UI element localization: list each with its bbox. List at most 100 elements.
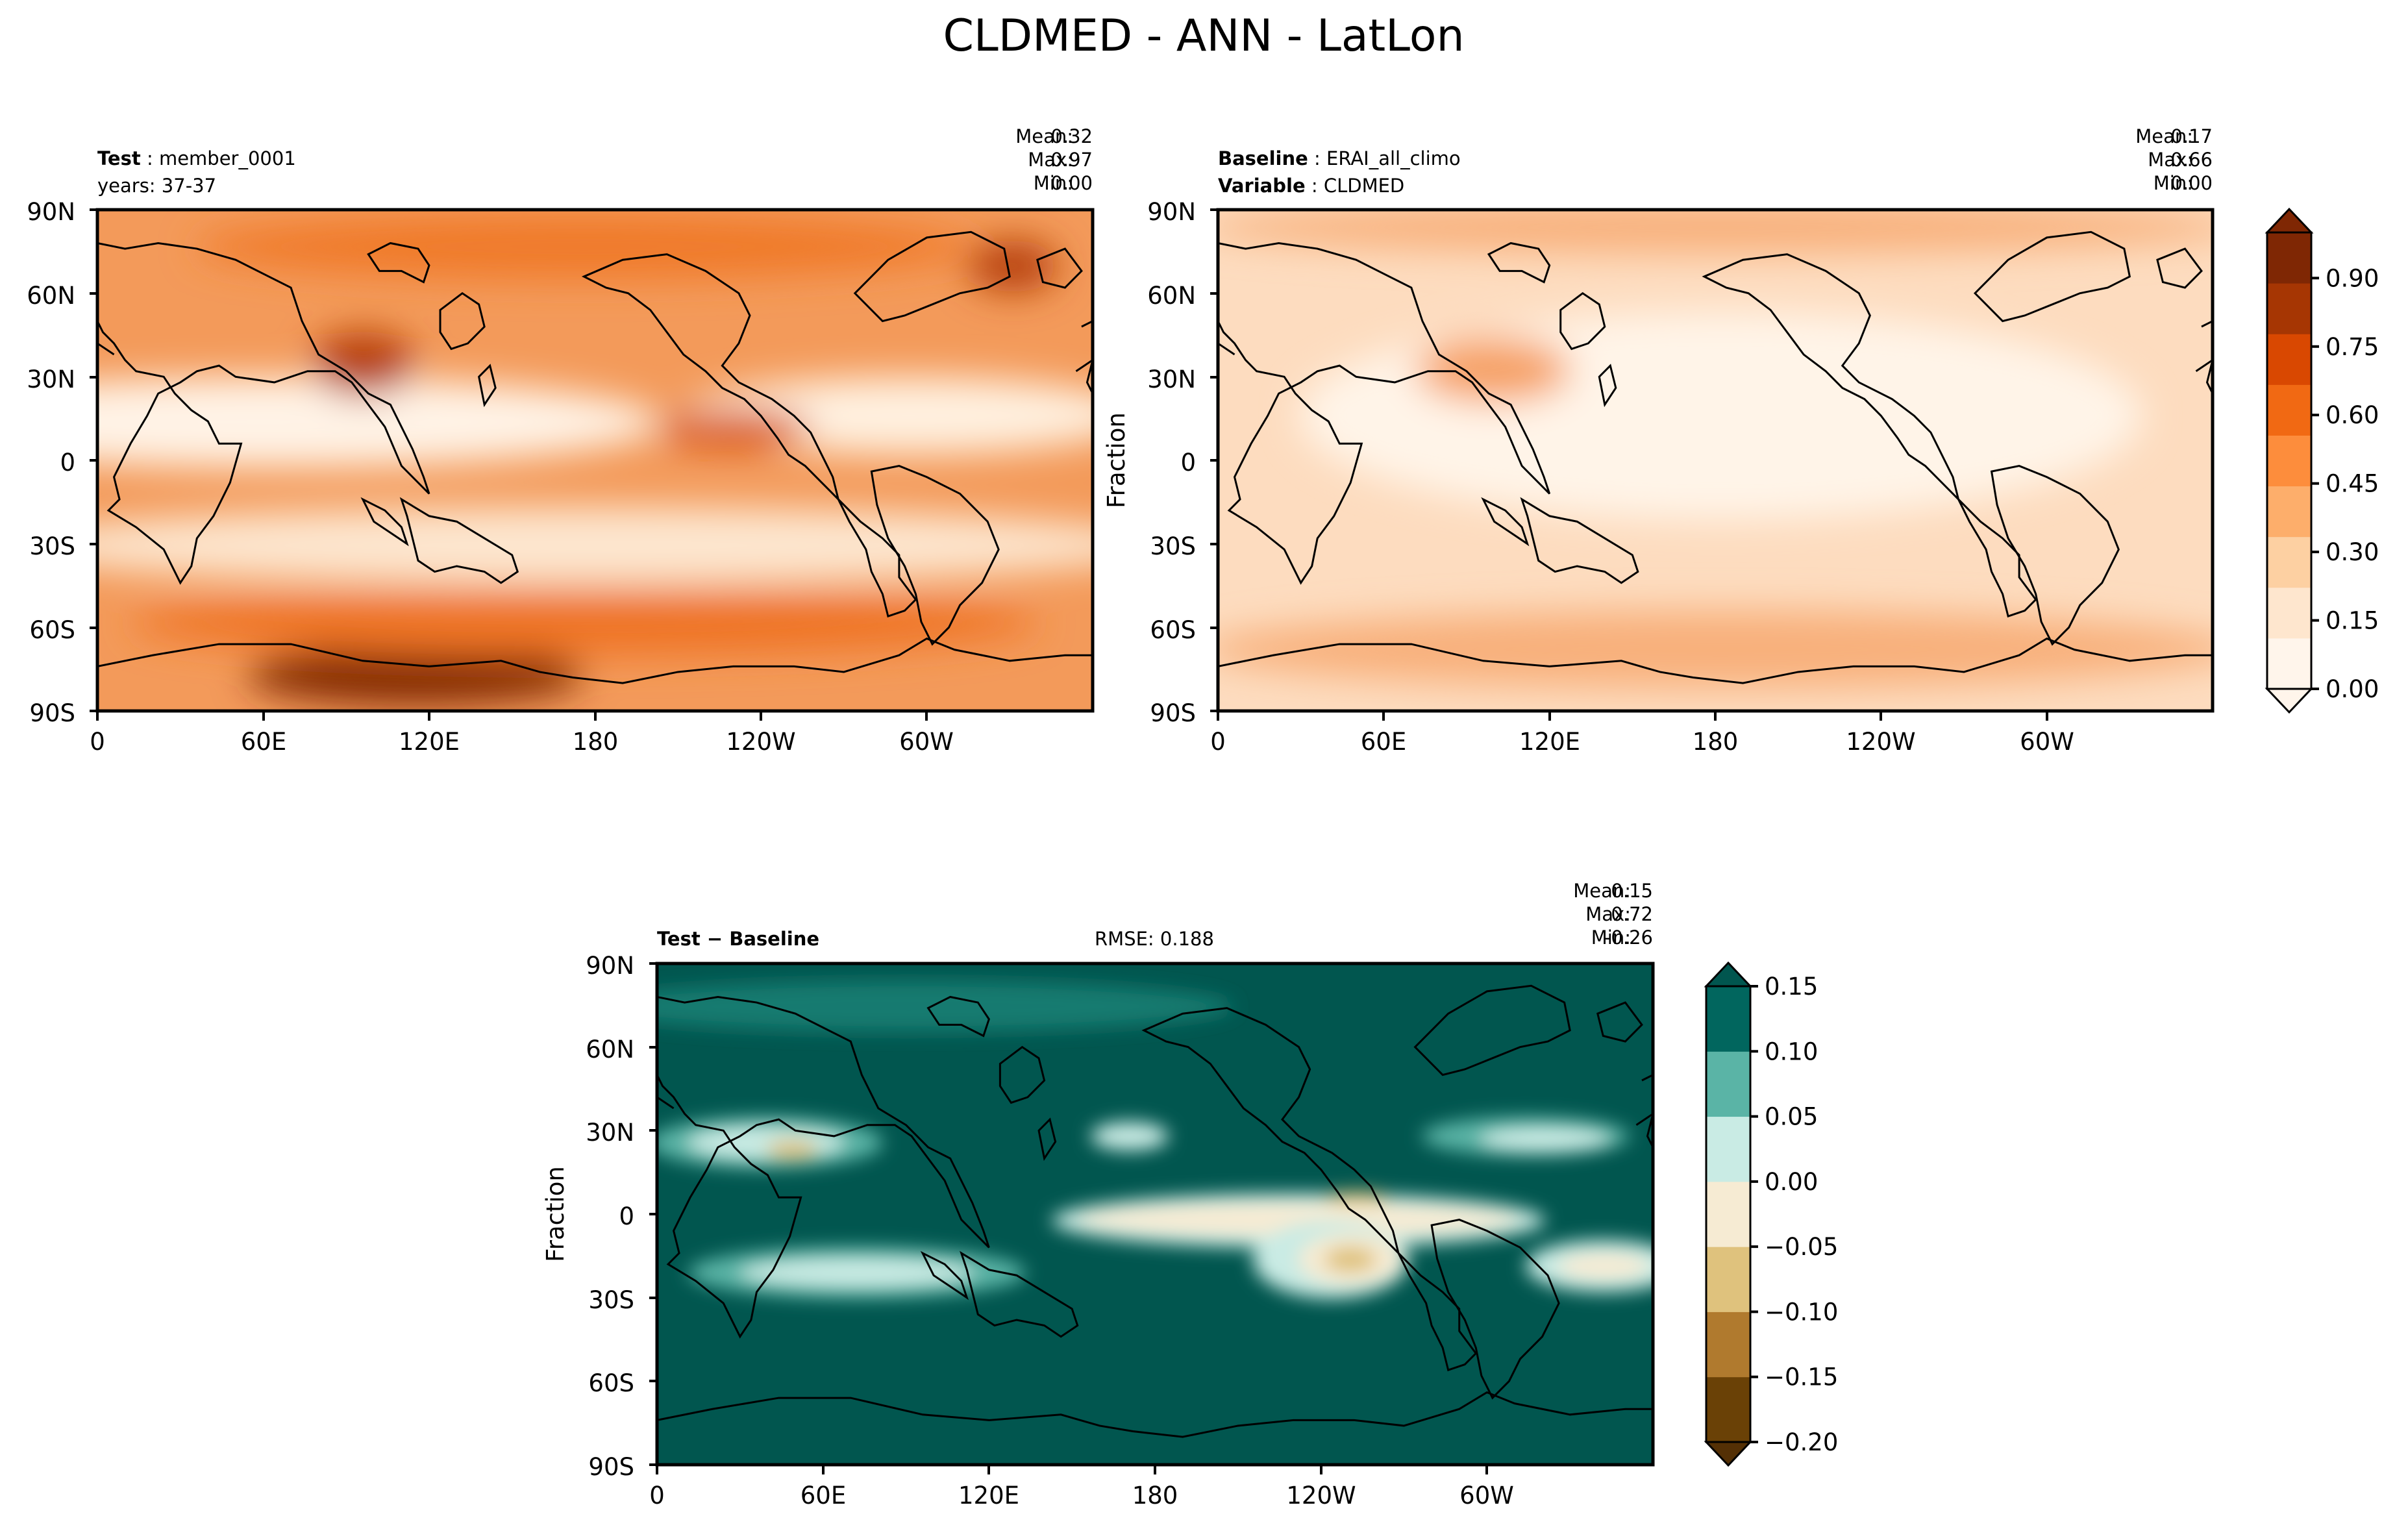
colorbar-segment bbox=[2267, 334, 2311, 385]
colorbar-segment bbox=[1706, 1247, 1750, 1312]
baseline-min-label: Min: bbox=[2154, 172, 2193, 194]
baseline-lat-tick: 30N bbox=[1147, 366, 1196, 393]
diff-lon-tick: 0 bbox=[649, 1482, 665, 1510]
baseline-ylabel: Fraction bbox=[1102, 412, 1130, 508]
baseline-map-field bbox=[1218, 210, 2213, 711]
test-lat-ticks: 90N 60N 30N 0 30S 60S 90S bbox=[27, 198, 97, 727]
colorbar-segment bbox=[2267, 638, 2311, 690]
test-lon-tick: 0 bbox=[90, 728, 105, 756]
orange-colorbar: 0.00 0.15 0.30 0.45 0.60 0.75 0.90 bbox=[2265, 207, 2379, 714]
diff-lon-ticks: 0 60E 120E 180 120W 60W bbox=[649, 1465, 1514, 1510]
orange-colorbar-segments bbox=[2267, 232, 2311, 690]
diff-lon-tick: 60W bbox=[1459, 1482, 1514, 1510]
baseline-min-value: 0.00 bbox=[2170, 172, 2213, 194]
colorbar-tick-label: −0.15 bbox=[1765, 1363, 1838, 1391]
baseline-lat-tick: 60S bbox=[1150, 616, 1196, 644]
colorbar-segment bbox=[2267, 435, 2311, 487]
orange-colorbar-ticks: 0.00 0.15 0.30 0.45 0.60 0.75 0.90 bbox=[2311, 264, 2379, 703]
diff-lon-tick: 120W bbox=[1286, 1482, 1356, 1510]
test-mean-label: Mean: bbox=[1015, 125, 1073, 147]
colorbar-tick-label: 0.90 bbox=[2326, 264, 2379, 292]
baseline-variable-value: CLDMED bbox=[1324, 175, 1404, 197]
test-lat-tick: 30S bbox=[29, 532, 75, 560]
colorbar-segment bbox=[2267, 283, 2311, 334]
diff-colorbar: 0.15 0.10 0.05 0.00 −0.05 −0.10 −0.15 −0.20 bbox=[1704, 961, 1838, 1467]
diff-max-value: 0.72 bbox=[1611, 903, 1653, 925]
baseline-lat-tick: 90S bbox=[1150, 699, 1196, 727]
diff-colorbar-bottom-extend bbox=[1704, 1441, 1753, 1467]
colorbar-segment bbox=[1706, 1051, 1750, 1117]
test-panel: Test : member_0001 years: 37-37 Mean: 0.… bbox=[27, 125, 1095, 756]
test-mean-value: 0.32 bbox=[1050, 125, 1093, 147]
baseline-lon-tick: 120E bbox=[1519, 728, 1580, 756]
diff-rmse: RMSE: 0.188 bbox=[1095, 928, 1214, 950]
diff-lat-tick: 30N bbox=[586, 1119, 634, 1147]
diff-colorbar-top-extend bbox=[1704, 961, 1753, 988]
diff-lat-tick: 0 bbox=[619, 1202, 634, 1230]
baseline-mean-value: 0.17 bbox=[2170, 125, 2213, 147]
baseline-lon-tick: 120W bbox=[1846, 728, 1915, 756]
diff-min-label: Min: bbox=[1591, 926, 1631, 949]
baseline-lat-ticks: 90N 60N 30N 0 30S 60S 90S bbox=[1147, 198, 1218, 727]
baseline-label-value: ERAI_all_climo bbox=[1326, 147, 1461, 169]
diff-mean-value: 0.15 bbox=[1611, 880, 1653, 902]
test-lon-ticks: 0 60E 120E 180 120W 60W bbox=[90, 711, 954, 756]
colorbar-segment bbox=[1706, 1181, 1750, 1247]
test-field-features bbox=[97, 214, 1093, 704]
diff-panel: Test − Baseline RMSE: 0.188 Mean: 0.15 M… bbox=[541, 880, 1655, 1510]
diff-colorbar-segments bbox=[1706, 986, 1750, 1443]
diff-lat-ticks: 90N 60N 30N 0 30S 60S 90S bbox=[586, 952, 657, 1481]
colorbar-segment bbox=[2267, 384, 2311, 436]
baseline-lon-tick: 0 bbox=[1210, 728, 1226, 756]
colorbar-tick-label: 0.45 bbox=[2326, 470, 2379, 498]
colorbar-segment bbox=[1706, 1376, 1750, 1443]
test-min-value: 0.00 bbox=[1050, 172, 1093, 194]
orange-colorbar-bottom-extend bbox=[2265, 688, 2314, 714]
diff-colorbar-frame bbox=[1705, 985, 1752, 1443]
baseline-variable-bold: Variable bbox=[1218, 175, 1306, 197]
baseline-lon-tick: 60E bbox=[1361, 728, 1406, 756]
baseline-lat-tick: 30S bbox=[1150, 532, 1196, 560]
test-lon-tick: 60E bbox=[241, 728, 286, 756]
baseline-field-features bbox=[1218, 210, 2213, 688]
baseline-lon-ticks: 0 60E 120E 180 120W 60W bbox=[1210, 711, 2074, 756]
colorbar-tick-label: −0.05 bbox=[1765, 1233, 1838, 1261]
diff-lon-tick: 60E bbox=[801, 1482, 846, 1510]
diff-lat-tick: 60S bbox=[588, 1369, 634, 1397]
test-lon-tick: 120W bbox=[726, 728, 795, 756]
svg-text:Test : member_0001: Test : member_0001 bbox=[97, 147, 296, 169]
colorbar-tick-label: 0.30 bbox=[2326, 538, 2379, 566]
colorbar-segment bbox=[1706, 1116, 1750, 1182]
test-lon-tick: 180 bbox=[573, 728, 619, 756]
colorbar-tick-label: 0.15 bbox=[1765, 973, 1818, 1001]
orange-colorbar-top-extend bbox=[2265, 207, 2314, 234]
diff-ylabel: Fraction bbox=[541, 1166, 569, 1262]
colorbar-segment bbox=[2267, 232, 2311, 284]
baseline-lon-tick: 60W bbox=[2020, 728, 2074, 756]
colorbar-segment bbox=[1706, 1311, 1750, 1378]
test-lon-tick: 60W bbox=[899, 728, 954, 756]
baseline-max-label: Max: bbox=[2148, 149, 2193, 171]
test-max-value: 0.97 bbox=[1050, 149, 1093, 171]
colorbar-segment bbox=[1706, 986, 1750, 1052]
test-lat-tick: 30N bbox=[27, 366, 75, 393]
svg-text:Baseline : ERAI_all_climo: Baseline : ERAI_all_climo bbox=[1218, 147, 1461, 169]
test-stats: Mean: 0.32 Max: 0.97 Min: 0.00 bbox=[1015, 125, 1093, 194]
figure-title: CLDMED - ANN - LatLon bbox=[943, 10, 1464, 62]
diff-field-features bbox=[657, 980, 1653, 1299]
colorbar-tick-label: 0.00 bbox=[1765, 1168, 1818, 1196]
baseline-lat-tick: 90N bbox=[1147, 198, 1196, 226]
test-label-value: member_0001 bbox=[159, 147, 296, 169]
test-map-field bbox=[97, 210, 1093, 711]
baseline-lat-tick: 0 bbox=[1180, 449, 1196, 477]
svg-text:Variable : CLDMED: Variable : CLDMED bbox=[1218, 175, 1404, 197]
test-lat-tick: 0 bbox=[60, 449, 75, 477]
orange-colorbar-frame bbox=[2266, 231, 2313, 690]
diff-lat-tick: 60N bbox=[586, 1036, 634, 1063]
diff-lat-tick: 30S bbox=[588, 1286, 634, 1314]
colorbar-tick-label: 0.10 bbox=[1765, 1038, 1818, 1065]
colorbar-tick-label: 0.60 bbox=[2326, 401, 2379, 429]
colorbar-tick-label: 0.15 bbox=[2326, 607, 2379, 635]
baseline-max-value: 0.66 bbox=[2170, 149, 2213, 171]
